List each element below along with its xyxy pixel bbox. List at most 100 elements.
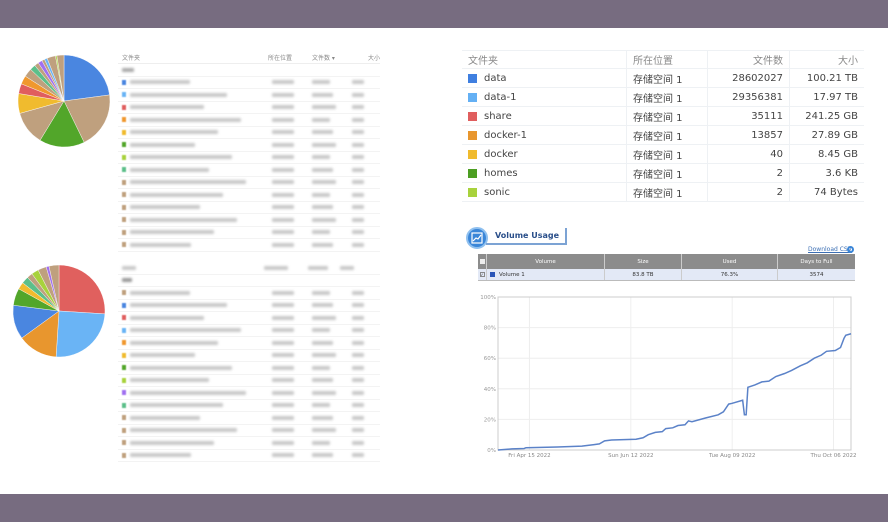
folder-color-swatch: [122, 104, 126, 110]
folder-color-swatch: [468, 92, 477, 102]
blurred-row[interactable]: [118, 214, 380, 227]
folder-color-swatch: [122, 92, 126, 98]
blurred-row[interactable]: [118, 412, 380, 425]
usage-line-chart: 0% 20% 40% 60% 80% 100% Fri Apr 15 2022 Sun Jun…: [480, 295, 856, 459]
folder-location: 存储空间 1: [627, 126, 708, 144]
folder-color-swatch: [122, 427, 126, 433]
folder-color-swatch: [122, 340, 126, 346]
table-row[interactable]: docker-1 存储空间 1 13857 27.89 GB: [462, 126, 864, 145]
pie-slice[interactable]: [39, 100, 85, 148]
pie-chart-top: [17, 54, 111, 148]
folder-size: 241.25 GB: [805, 110, 858, 122]
folder-color-swatch: [122, 154, 126, 160]
header-location[interactable]: 所在位置: [627, 51, 708, 68]
blurred-row[interactable]: [118, 227, 380, 239]
folder-color-swatch: [122, 242, 126, 248]
download-csv-link[interactable]: Download CSV: [808, 246, 852, 253]
table-header: 文件夹 所在位置 文件数 大小: [462, 50, 864, 69]
folder-color-swatch: [122, 204, 126, 210]
header-location[interactable]: 所在位置: [268, 55, 293, 62]
bottom-border: [0, 494, 888, 522]
pie-slice[interactable]: [55, 310, 106, 358]
blurred-row[interactable]: [118, 114, 380, 127]
table-row[interactable]: docker 存储空间 1 40 8.45 GB: [462, 145, 864, 164]
header-used[interactable]: Used: [682, 254, 778, 269]
folder-file-count: 28602027: [708, 69, 790, 87]
x-tick-label: Thu Oct 06 2022: [809, 453, 856, 459]
volume-used: 76.3%: [682, 269, 778, 280]
blurred-row[interactable]: [118, 450, 380, 462]
table-row[interactable]: homes 存储空间 1 2 3.6 KB: [462, 164, 864, 183]
pie-slice[interactable]: [63, 54, 110, 102]
folder-location: 存储空间 1: [627, 164, 708, 182]
blurred-row[interactable]: [118, 239, 380, 252]
blurred-row[interactable]: [118, 312, 380, 325]
chart-icon: [466, 227, 488, 249]
blurred-row[interactable]: [118, 102, 380, 114]
folder-color-swatch: [468, 149, 477, 159]
blurred-row[interactable]: [118, 127, 380, 139]
folder-size: 17.97 TB: [813, 91, 858, 103]
header-size[interactable]: 大小: [367, 55, 380, 62]
folder-table-blurred-bottom: [118, 262, 380, 462]
blurred-row[interactable]: [118, 177, 380, 189]
blurred-row[interactable]: [118, 400, 380, 412]
folder-size: 3.6 KB: [825, 167, 859, 179]
folder-color-swatch: [122, 315, 126, 321]
table-row[interactable]: data-1 存储空间 1 29356381 17.97 TB: [462, 88, 864, 107]
table-row[interactable]: sonic 存储空间 1 2 74 Bytes: [462, 183, 864, 202]
folder-name: sonic: [484, 186, 510, 198]
select-all-checkbox[interactable]: [478, 254, 487, 269]
blurred-row[interactable]: [118, 375, 380, 387]
folder-name: data-1: [484, 91, 517, 103]
folder-color-swatch: [122, 192, 126, 198]
header-file-count[interactable]: 文件数: [708, 51, 790, 68]
blurred-row[interactable]: [118, 425, 380, 437]
blurred-row[interactable]: [118, 89, 380, 102]
folder-color-swatch: [122, 217, 126, 223]
blurred-row[interactable]: [118, 164, 380, 177]
folder-color-swatch: [468, 130, 477, 140]
header-folder[interactable]: 文件夹: [122, 55, 141, 62]
header-count[interactable]: 文件数 ▾: [312, 55, 335, 62]
table-row[interactable]: share 存储空间 1 35111 241.25 GB: [462, 107, 864, 126]
folder-color-swatch: [468, 73, 477, 83]
blurred-row[interactable]: [118, 325, 380, 337]
header-folder[interactable]: 文件夹: [462, 51, 627, 68]
blurred-row[interactable]: [118, 139, 380, 152]
pie-slice[interactable]: [63, 94, 111, 143]
folder-color-swatch: [122, 229, 126, 235]
pie-slice[interactable]: [48, 264, 60, 312]
volume-checkbox[interactable]: ✓: [478, 269, 487, 280]
folder-size: 74 Bytes: [814, 186, 858, 198]
folder-color-swatch: [122, 440, 126, 446]
blurred-row[interactable]: [118, 337, 380, 350]
pie-slice[interactable]: [56, 54, 65, 102]
header-size[interactable]: 大小: [838, 56, 858, 67]
folder-table-blurred-top: 文件夹 所在位置 文件数 ▾ 大小: [118, 52, 380, 252]
header-volume[interactable]: Volume: [487, 254, 605, 269]
pie-slice[interactable]: [58, 264, 106, 315]
volume-days-to-full: 3574: [809, 271, 824, 278]
header-days-to-full[interactable]: Days to Full: [800, 258, 833, 265]
blurred-row[interactable]: [118, 362, 380, 375]
y-tick-label: 40%: [484, 387, 496, 393]
blurred-row[interactable]: [118, 189, 380, 202]
blurred-row[interactable]: [118, 437, 380, 450]
folder-location: 存储空间 1: [627, 183, 708, 201]
download-icon[interactable]: [847, 246, 854, 253]
header-size[interactable]: Size: [605, 254, 682, 269]
folder-color-swatch: [122, 415, 126, 421]
folder-file-count: 35111: [708, 107, 790, 125]
blurred-row[interactable]: [118, 387, 380, 400]
table-row[interactable]: data 存储空间 1 28602027 100.21 TB: [462, 69, 864, 88]
folder-color-swatch: [122, 167, 126, 173]
blurred-row[interactable]: [118, 300, 380, 312]
folder-color-swatch: [122, 327, 126, 333]
folder-name: docker-1: [484, 129, 527, 141]
blurred-row[interactable]: [118, 287, 380, 300]
blurred-row[interactable]: [118, 152, 380, 164]
blurred-row[interactable]: [118, 77, 380, 89]
blurred-row[interactable]: [118, 350, 380, 362]
blurred-row[interactable]: [118, 202, 380, 214]
